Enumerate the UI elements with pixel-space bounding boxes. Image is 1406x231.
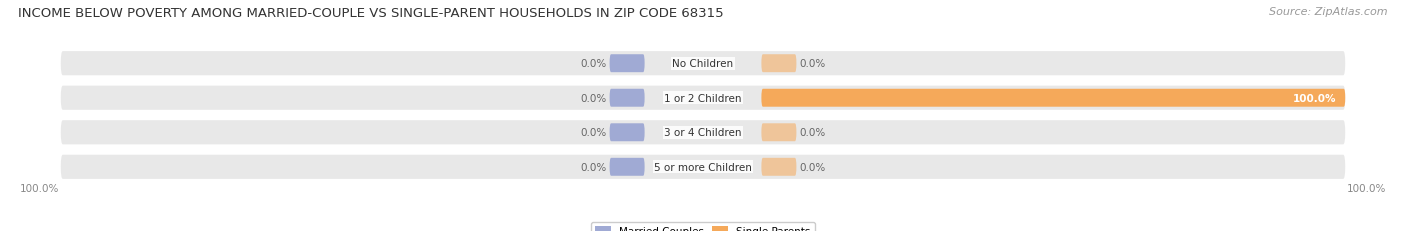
FancyBboxPatch shape: [610, 89, 644, 107]
FancyBboxPatch shape: [762, 89, 1346, 107]
Text: 1 or 2 Children: 1 or 2 Children: [664, 93, 742, 103]
FancyBboxPatch shape: [762, 55, 796, 73]
Text: 0.0%: 0.0%: [581, 59, 606, 69]
FancyBboxPatch shape: [610, 124, 644, 142]
FancyBboxPatch shape: [60, 86, 1346, 110]
FancyBboxPatch shape: [610, 55, 644, 73]
Text: 0.0%: 0.0%: [800, 162, 825, 172]
Text: 100.0%: 100.0%: [1294, 93, 1337, 103]
Text: 0.0%: 0.0%: [800, 59, 825, 69]
Text: 0.0%: 0.0%: [581, 162, 606, 172]
FancyBboxPatch shape: [60, 155, 1346, 179]
FancyBboxPatch shape: [762, 158, 796, 176]
FancyBboxPatch shape: [762, 124, 796, 142]
Text: 100.0%: 100.0%: [1347, 183, 1386, 193]
Text: 0.0%: 0.0%: [800, 128, 825, 138]
Text: No Children: No Children: [672, 59, 734, 69]
Text: INCOME BELOW POVERTY AMONG MARRIED-COUPLE VS SINGLE-PARENT HOUSEHOLDS IN ZIP COD: INCOME BELOW POVERTY AMONG MARRIED-COUPL…: [18, 7, 724, 20]
FancyBboxPatch shape: [60, 52, 1346, 76]
Text: 5 or more Children: 5 or more Children: [654, 162, 752, 172]
Text: 0.0%: 0.0%: [581, 128, 606, 138]
FancyBboxPatch shape: [60, 121, 1346, 145]
Text: 3 or 4 Children: 3 or 4 Children: [664, 128, 742, 138]
FancyBboxPatch shape: [610, 158, 644, 176]
Legend: Married Couples, Single Parents: Married Couples, Single Parents: [591, 222, 815, 231]
Text: 100.0%: 100.0%: [20, 183, 59, 193]
Text: Source: ZipAtlas.com: Source: ZipAtlas.com: [1270, 7, 1388, 17]
Text: 0.0%: 0.0%: [581, 93, 606, 103]
